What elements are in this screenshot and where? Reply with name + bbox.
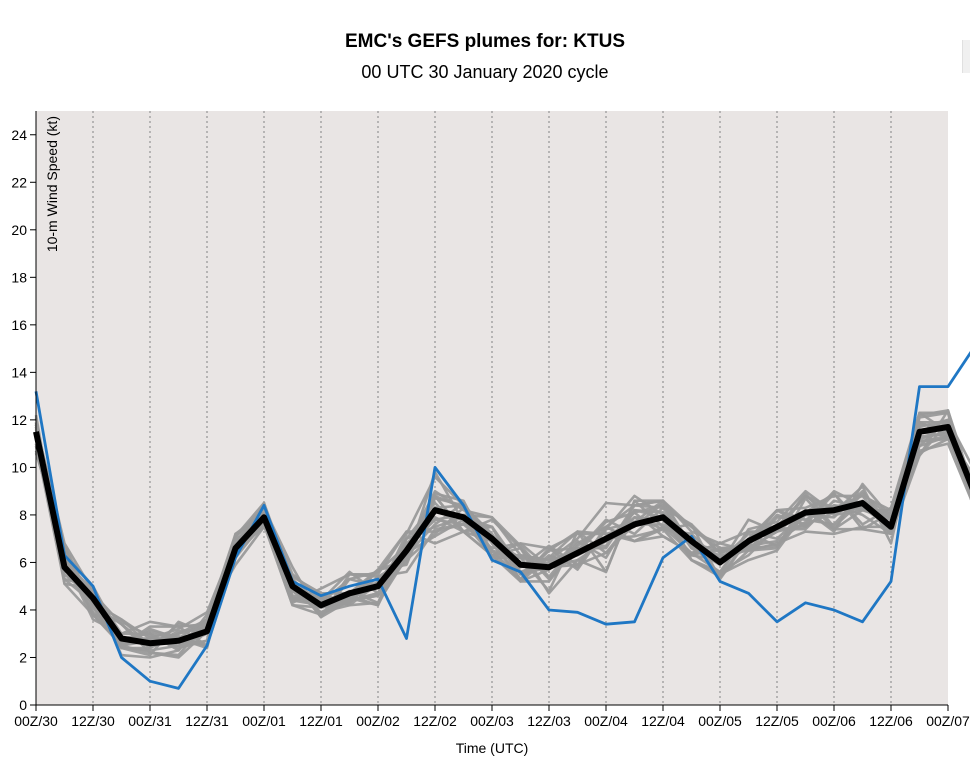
- y-tick-label: 4: [19, 602, 27, 618]
- x-tick-label: 00Z/02: [356, 713, 400, 729]
- scrollbar-stub: [962, 40, 970, 73]
- x-tick-label: 12Z/04: [641, 713, 685, 729]
- series-line-control: [34, 351, 970, 690]
- y-tick-label: 20: [11, 222, 27, 238]
- y-tick-label: 18: [11, 269, 27, 285]
- y-tick-label: 8: [19, 507, 27, 523]
- y-tick-label: 12: [11, 412, 27, 428]
- x-tick-label: 12Z/03: [527, 713, 571, 729]
- x-tick-label: 12Z/06: [869, 713, 913, 729]
- x-tick-label: 12Z/02: [413, 713, 457, 729]
- x-tick-label: 12Z/31: [185, 713, 229, 729]
- x-tick-label: 00Z/30: [14, 713, 58, 729]
- y-tick-label: 0: [19, 697, 27, 713]
- series-line-member: [34, 411, 970, 659]
- x-tick-label: 12Z/05: [755, 713, 799, 729]
- chart-title: EMC's GEFS plumes for: KTUS: [344, 31, 626, 52]
- y-tick-label: 24: [11, 127, 27, 143]
- x-tick-label: 00Z/05: [698, 713, 742, 729]
- x-tick-label: 00Z/06: [812, 713, 856, 729]
- chart-subtitle: 00 UTC 30 January 2020 cycle: [361, 62, 609, 82]
- x-axis-label: Time (UTC): [456, 740, 529, 756]
- x-tick-label: 12Z/30: [71, 713, 115, 729]
- x-tick-label: 00Z/01: [242, 713, 286, 729]
- series-line-mean: [33, 424, 970, 647]
- x-tick-label: 00Z/07: [926, 713, 970, 729]
- x-tick-label: 00Z/03: [470, 713, 514, 729]
- series-line-member: [34, 418, 970, 647]
- y-axis-label: 10-m Wind Speed (kt): [44, 116, 60, 252]
- y-tick-label: 6: [19, 554, 27, 570]
- x-tick-label: 00Z/04: [584, 713, 628, 729]
- x-tick-label: 12Z/01: [299, 713, 343, 729]
- y-tick-label: 16: [11, 317, 27, 333]
- y-tick-label: 10: [11, 459, 27, 475]
- y-tick-label: 14: [11, 364, 27, 380]
- series-layer: [33, 351, 970, 690]
- y-tick-label: 2: [19, 649, 27, 665]
- x-tick-label: 00Z/31: [128, 713, 172, 729]
- y-tick-label: 22: [11, 174, 27, 190]
